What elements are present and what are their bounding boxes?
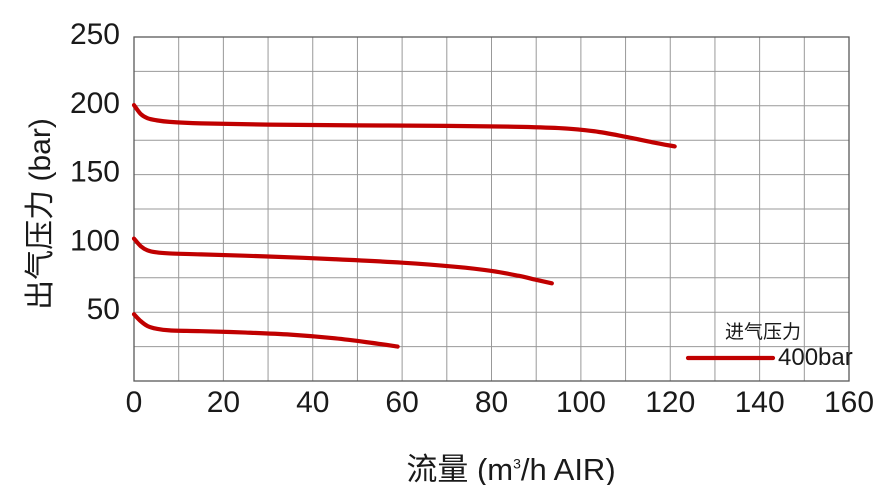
svg-text:0: 0 (126, 386, 143, 419)
svg-text:60: 60 (385, 386, 418, 419)
svg-text:50: 50 (87, 293, 120, 326)
svg-text:250: 250 (70, 18, 120, 51)
svg-text:40: 40 (296, 386, 329, 419)
svg-text:100: 100 (70, 224, 120, 257)
svg-text:160: 160 (824, 386, 874, 419)
svg-text:120: 120 (645, 386, 695, 419)
svg-text:140: 140 (735, 386, 785, 419)
svg-text:150: 150 (70, 156, 120, 189)
svg-text:200: 200 (70, 87, 120, 120)
svg-text:100: 100 (556, 386, 606, 419)
svg-text:20: 20 (207, 386, 240, 419)
svg-text:80: 80 (475, 386, 508, 419)
